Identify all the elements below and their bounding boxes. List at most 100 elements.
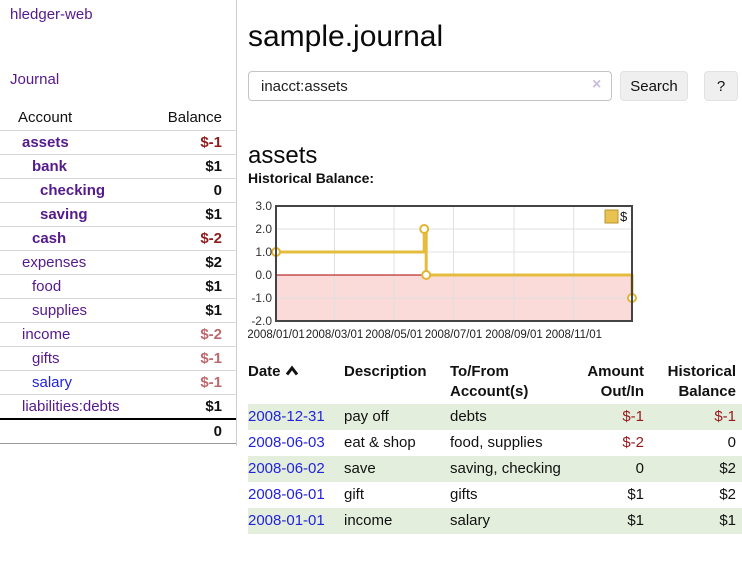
- chart-x-axis: 2008/01/01 2008/03/01 2008/05/01 2008/07…: [248, 329, 602, 341]
- search-input[interactable]: [248, 71, 612, 101]
- balance-chart: $ 3.0 2.0 1.0 0.0 -1.0 -2.0 2008/01/01 2…: [248, 199, 637, 341]
- account-row-cash: cash $-2: [0, 226, 236, 250]
- transaction-date-link[interactable]: 2008-06-02: [248, 460, 325, 477]
- transaction-balance: $1: [719, 512, 736, 529]
- account-balance: $1: [205, 206, 222, 223]
- transaction-date-link[interactable]: 2008-01-01: [248, 512, 325, 529]
- legend-swatch: [604, 209, 619, 224]
- chart-y-axis: 3.0 2.0 1.0 0.0 -1.0 -2.0: [251, 199, 272, 328]
- app-title-link[interactable]: hledger-web: [10, 6, 93, 23]
- account-row-gifts: gifts $-1: [0, 346, 236, 370]
- svg-text:2008/07/01: 2008/07/01: [425, 329, 483, 341]
- historical-balance-label: Historical Balance:: [248, 170, 375, 186]
- account-balance: $-1: [200, 374, 222, 391]
- clear-search-icon[interactable]: ×: [592, 76, 602, 93]
- account-balance: $1: [205, 158, 222, 175]
- transaction-date-link[interactable]: 2008-06-01: [248, 486, 325, 503]
- account-link-liabilities-debts[interactable]: liabilities:debts: [22, 398, 120, 415]
- account-link-income[interactable]: income: [22, 326, 71, 343]
- help-button[interactable]: ?: [704, 71, 738, 101]
- account-row-salary: salary $-1: [0, 370, 236, 394]
- svg-text:-2.0: -2.0: [251, 314, 272, 328]
- account-row-income: income $-2: [0, 322, 236, 346]
- svg-text:2008/05/01: 2008/05/01: [365, 329, 423, 341]
- column-header-amount[interactable]: Amount Out/In: [587, 363, 644, 400]
- column-header-date[interactable]: Date: [248, 360, 344, 404]
- column-header-tofrom[interactable]: To/From Account(s): [450, 363, 529, 400]
- account-row-food: food $1: [0, 274, 236, 298]
- register-row[interactable]: 2008-06-01 gift gifts $1 $2: [248, 482, 742, 508]
- account-balance: $1: [205, 278, 222, 295]
- accounts-table-header: Account Balance: [0, 104, 236, 130]
- column-header-balance[interactable]: Historical Balance: [667, 363, 736, 400]
- account-row-expenses: expenses $2: [0, 250, 236, 274]
- register-row[interactable]: 2008-06-03 eat & shop food, supplies $-2…: [248, 430, 742, 456]
- account-link-food[interactable]: food: [32, 278, 62, 295]
- account-link-cash[interactable]: cash: [32, 230, 67, 247]
- transaction-amount: $1: [627, 486, 644, 503]
- account-link-bank[interactable]: bank: [32, 158, 68, 175]
- transaction-balance: $2: [719, 486, 736, 503]
- account-row-saving: saving $1: [0, 202, 236, 226]
- accounts-table: Account Balance assets $-1 bank $1 check…: [0, 104, 236, 444]
- transaction-description: gift: [344, 486, 365, 503]
- transaction-description: eat & shop: [344, 434, 416, 451]
- account-balance: $2: [205, 254, 222, 271]
- account-link-checking[interactable]: checking: [40, 182, 106, 199]
- account-link-supplies[interactable]: supplies: [32, 302, 88, 319]
- account-link-gifts[interactable]: gifts: [32, 350, 60, 367]
- transaction-accounts: gifts: [450, 486, 478, 503]
- register-row[interactable]: 2008-12-31 pay off debts $-1 $-1: [248, 404, 742, 430]
- account-heading: assets: [248, 141, 318, 169]
- sidebar: hledger-web Journal Account Balance asse…: [0, 0, 237, 446]
- transaction-date-link[interactable]: 2008-06-03: [248, 434, 325, 451]
- transaction-description: save: [344, 460, 376, 477]
- account-link-expenses[interactable]: expenses: [22, 254, 87, 271]
- transaction-description: income: [344, 512, 393, 529]
- account-balance: $-1: [200, 350, 222, 367]
- transaction-accounts: debts: [450, 408, 487, 425]
- account-balance: $-2: [200, 326, 222, 343]
- search-button[interactable]: Search: [620, 71, 688, 101]
- account-link-saving[interactable]: saving: [40, 206, 88, 223]
- account-balance: $1: [205, 302, 222, 319]
- sort-asc-icon: [285, 365, 298, 376]
- transaction-accounts: saving, checking: [450, 460, 561, 477]
- accounts-total-row: 0: [0, 418, 236, 444]
- svg-text:2008/09/01: 2008/09/01: [485, 329, 543, 341]
- svg-text:0.0: 0.0: [255, 268, 272, 282]
- sidebar-item-journal[interactable]: Journal: [10, 71, 60, 88]
- account-link-assets[interactable]: assets: [22, 134, 69, 151]
- transaction-date-link[interactable]: 2008-12-31: [248, 408, 325, 425]
- register-table: Date Description To/From Account(s) Amou…: [248, 360, 742, 534]
- transaction-accounts: food, supplies: [450, 434, 543, 451]
- svg-text:2008/03/01: 2008/03/01: [306, 329, 364, 341]
- column-header-description[interactable]: Description: [344, 363, 427, 380]
- transaction-balance: 0: [727, 434, 736, 451]
- transaction-amount: $-1: [622, 408, 644, 425]
- transaction-balance: $-1: [714, 408, 736, 425]
- svg-text:-1.0: -1.0: [251, 291, 272, 305]
- account-balance: $1: [205, 398, 222, 415]
- transaction-amount: 0: [635, 460, 644, 477]
- account-balance: 0: [213, 182, 222, 199]
- register-header-row: Date Description To/From Account(s) Amou…: [248, 360, 742, 404]
- account-balance: $-2: [200, 230, 222, 247]
- account-row-assets: assets $-1: [0, 130, 236, 154]
- transaction-description: pay off: [344, 408, 389, 425]
- accounts-total-value: 0: [213, 423, 222, 440]
- page-title: sample.journal: [248, 20, 444, 54]
- search-form: × Search ?: [248, 71, 742, 101]
- svg-text:2008/01/01: 2008/01/01: [248, 329, 305, 341]
- transaction-amount: $-2: [622, 434, 644, 451]
- account-row-bank: bank $1: [0, 154, 236, 178]
- transaction-accounts: salary: [450, 512, 491, 529]
- register-row[interactable]: 2008-01-01 income salary $1 $1: [248, 508, 742, 534]
- account-row-supplies: supplies $1: [0, 298, 236, 322]
- account-link-salary[interactable]: salary: [32, 374, 73, 391]
- register-row[interactable]: 2008-06-02 save saving, checking 0 $2: [248, 456, 742, 482]
- svg-text:1.0: 1.0: [255, 245, 272, 259]
- accounts-header-account: Account: [18, 108, 73, 126]
- account-row-checking: checking 0: [0, 178, 236, 202]
- chart-gridlines: [276, 206, 632, 321]
